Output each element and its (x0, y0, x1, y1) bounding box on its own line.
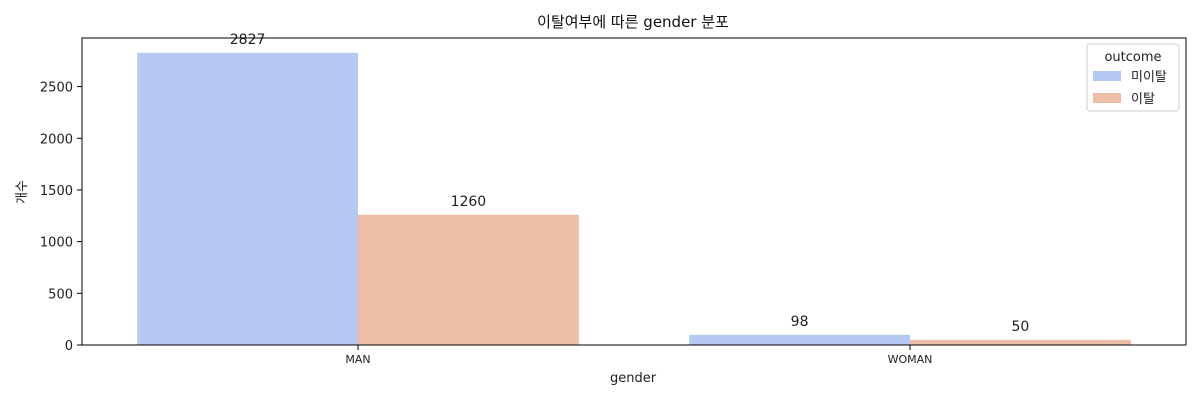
data-label: 50 (1011, 319, 1029, 335)
y-axis-label: 개수 (15, 180, 30, 204)
legend-title: outcome (1104, 50, 1161, 65)
x-tick-label: MAN (345, 353, 370, 366)
data-label: 2827 (230, 32, 266, 48)
data-label: 98 (791, 314, 809, 330)
legend-swatch (1093, 93, 1121, 103)
y-tick-label: 1500 (40, 184, 73, 199)
x-tick-label: WOMAN (888, 353, 933, 366)
legend-label: 이탈 (1131, 92, 1155, 107)
y-tick-label: 0 (65, 339, 73, 354)
bar (358, 214, 579, 345)
y-tick-label: 2000 (40, 132, 73, 147)
bar (910, 339, 1131, 345)
legend-label: 미이탈 (1131, 70, 1167, 85)
bar (689, 334, 910, 345)
y-tick-label: 2500 (40, 81, 73, 96)
legend-swatch (1093, 71, 1121, 81)
plot-frame (81, 37, 1187, 346)
y-tick-label: 500 (48, 287, 73, 302)
data-label: 1260 (451, 194, 487, 210)
bar (137, 52, 358, 345)
chart-title: 이탈여부에 따른 gender 분포 (537, 13, 729, 31)
x-axis-label: gender (610, 371, 657, 386)
y-tick-label: 1000 (40, 236, 73, 251)
